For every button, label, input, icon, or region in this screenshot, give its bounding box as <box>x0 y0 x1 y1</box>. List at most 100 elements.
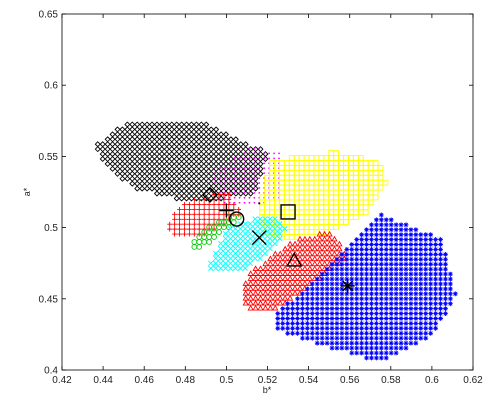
data-point-star <box>369 237 374 242</box>
data-point-diamond <box>183 170 190 177</box>
data-point-star <box>309 325 315 331</box>
data-point-diamond <box>203 195 210 202</box>
data-point-diamond <box>173 146 180 153</box>
data-point-diamond <box>124 141 131 148</box>
data-point-star <box>388 325 394 331</box>
centroid-dot-marker <box>258 202 261 205</box>
data-point-star <box>344 271 350 277</box>
data-point-dot <box>243 187 246 189</box>
data-point-triangle <box>321 250 328 257</box>
data-point-diamond <box>227 136 234 143</box>
data-point-dot <box>238 196 241 199</box>
data-point-x <box>257 226 263 232</box>
data-point-diamond <box>129 126 136 133</box>
data-point-star <box>359 325 365 331</box>
data-point-triangle <box>311 245 318 252</box>
data-point-star <box>388 286 394 292</box>
data-point-triangle <box>262 285 269 291</box>
data-point-star <box>374 340 379 346</box>
data-point-star <box>443 286 448 292</box>
data-point-square <box>377 179 384 186</box>
data-point-circle <box>235 214 242 221</box>
data-point-star <box>418 237 424 242</box>
data-point-star <box>388 291 394 297</box>
data-point-star <box>383 335 389 341</box>
data-point-star <box>349 321 355 326</box>
data-point-star <box>393 311 399 316</box>
data-point-square <box>328 219 335 225</box>
data-point-square <box>298 209 305 216</box>
data-point-star <box>334 301 340 307</box>
data-point-diamond <box>183 155 190 163</box>
data-point-triangle <box>267 289 274 296</box>
data-point-triangle <box>277 265 284 272</box>
data-point-star <box>334 256 340 262</box>
data-point-star <box>413 261 419 267</box>
data-point-star <box>354 340 360 346</box>
data-point-plus <box>182 207 187 212</box>
data-point-diamond <box>198 146 205 153</box>
data-point-diamond <box>148 185 156 192</box>
data-point-dot <box>263 167 266 170</box>
data-point-dot <box>273 157 275 160</box>
data-point-star <box>295 321 300 326</box>
cluster-circle-points <box>191 214 242 250</box>
data-point-star <box>447 301 453 307</box>
data-point-square <box>343 189 349 196</box>
data-point-diamond <box>193 190 200 197</box>
data-point-star <box>398 321 404 326</box>
data-point-diamond <box>203 141 210 148</box>
data-point-diamond <box>188 151 195 158</box>
data-point-square <box>323 199 330 206</box>
data-point-diamond <box>139 175 146 182</box>
data-point-star <box>403 286 409 292</box>
data-point-star <box>349 256 355 262</box>
data-point-star <box>304 301 310 307</box>
data-point-triangle <box>277 299 284 306</box>
data-point-star <box>393 321 399 326</box>
data-point-square <box>348 199 354 206</box>
data-point-triangle <box>257 289 264 296</box>
data-point-square <box>308 160 315 166</box>
data-point-star <box>378 232 384 238</box>
data-point-triangle <box>306 265 313 272</box>
data-point-star <box>408 301 414 307</box>
data-point-dot <box>218 167 221 170</box>
data-point-plus <box>182 211 187 217</box>
data-point-dot <box>233 191 236 194</box>
data-point-star <box>374 237 379 242</box>
data-point-diamond <box>193 121 200 128</box>
cluster-star-points <box>275 212 458 361</box>
data-point-square <box>303 160 310 166</box>
data-point-x <box>242 260 249 267</box>
data-point-square <box>367 184 374 191</box>
data-point-dot <box>253 196 256 199</box>
data-point-square <box>343 174 349 181</box>
data-point-star <box>349 266 355 272</box>
data-point-diamond <box>213 136 220 143</box>
data-point-diamond <box>119 165 126 172</box>
data-point-star <box>369 296 374 302</box>
data-point-diamond <box>168 126 175 133</box>
data-point-dot <box>238 167 241 170</box>
data-point-star <box>314 291 320 297</box>
data-point-square <box>367 160 374 166</box>
data-point-star <box>398 296 404 302</box>
data-point-square <box>293 179 300 186</box>
data-point-star <box>339 340 345 346</box>
data-point-square <box>323 184 330 191</box>
data-point-triangle <box>242 289 249 296</box>
data-point-star <box>359 271 365 277</box>
data-point-star <box>344 335 350 341</box>
data-point-star <box>374 256 379 262</box>
data-point-square <box>283 179 290 186</box>
data-point-diamond <box>168 170 175 177</box>
data-point-star <box>369 286 374 292</box>
data-point-diamond <box>124 175 131 182</box>
data-point-square <box>343 199 349 206</box>
data-point-star <box>443 251 448 257</box>
data-point-star <box>393 242 399 247</box>
data-point-x <box>267 230 273 237</box>
data-point-square <box>357 174 364 181</box>
data-point-dot <box>243 152 246 155</box>
